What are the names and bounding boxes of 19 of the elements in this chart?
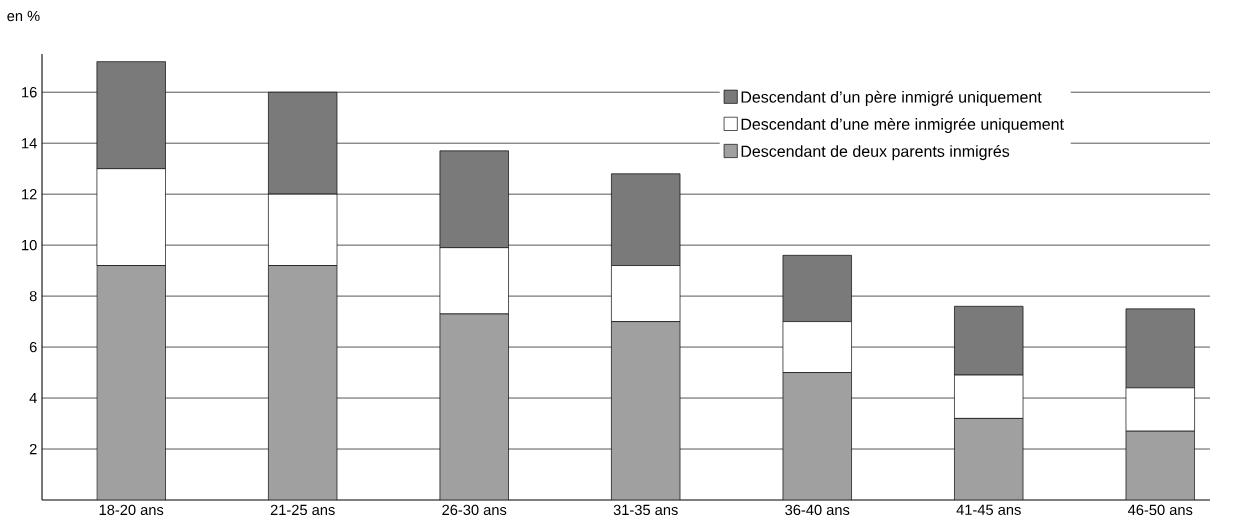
x-tick-label: 46-50 ans [1127,504,1193,516]
y-axis-title: en % [7,10,40,22]
legend-label: Descendant d’une mère inmigrée uniquement [741,117,1064,134]
y-tick-label: 14 [22,138,37,149]
y-tick-label: 10 [22,239,37,251]
x-tick-label: 36-40 ans [785,504,850,516]
x-tick-label: 21-25 ans [270,504,335,516]
x-tick-label: 31-35 ans [613,504,678,516]
x-tick-label: 18-20 ans [99,504,164,516]
y-tick-label: 2 [29,443,37,455]
y-tick-label: 4 [29,393,37,404]
legend-label: Descendant de deux parents inmigrés [741,145,1010,161]
legend-label: Descendant d’un père inmigré uniquement [741,90,1042,106]
y-tick-label: 8 [29,290,37,302]
y-tick-label: 12 [22,189,37,200]
y-tick-label: 6 [29,341,37,353]
x-tick-label: 26-30 ans [442,504,507,516]
y-tick-label: 16 [22,87,37,98]
x-tick-label: 41-45 ans [956,504,1021,515]
